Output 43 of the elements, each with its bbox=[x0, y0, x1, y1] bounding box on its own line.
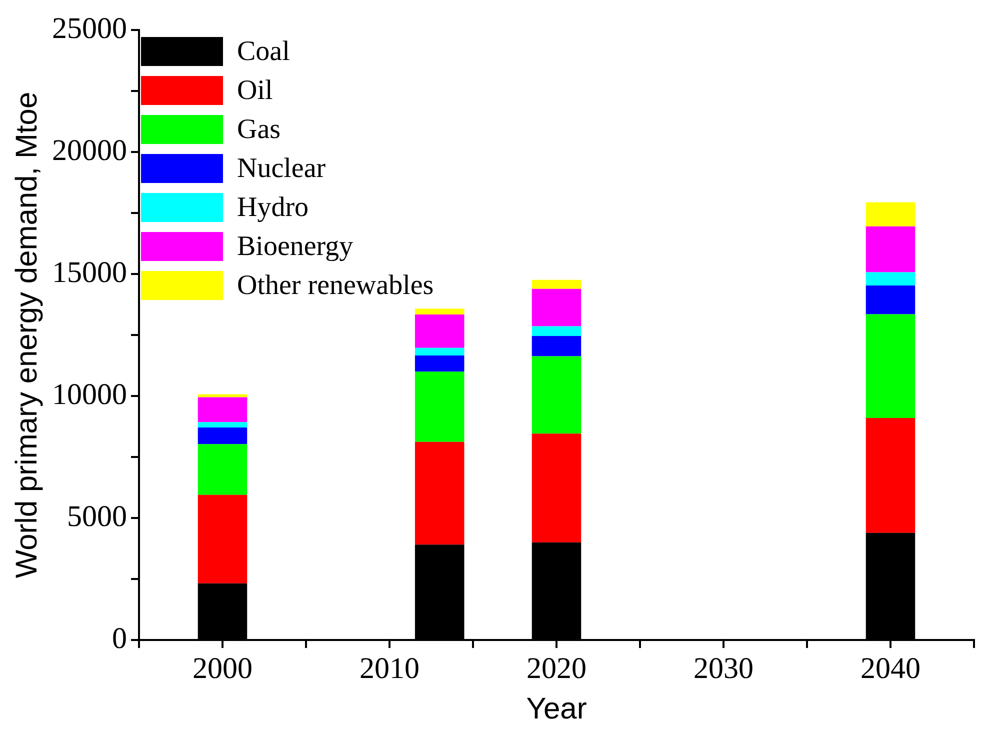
legend-label: Hydro bbox=[237, 192, 309, 224]
y-tick-label: 15000 bbox=[52, 256, 127, 289]
x-tick-label: 2000 bbox=[192, 652, 252, 685]
x-tick-label: 2040 bbox=[860, 652, 920, 685]
bar bbox=[532, 280, 582, 289]
bar bbox=[866, 285, 916, 314]
bar bbox=[414, 308, 464, 315]
bar bbox=[532, 288, 582, 326]
bar bbox=[532, 356, 582, 434]
bar bbox=[866, 314, 916, 418]
bar bbox=[414, 355, 464, 372]
bar bbox=[866, 272, 916, 286]
bar bbox=[414, 442, 464, 545]
y-tick-label: 25000 bbox=[52, 12, 127, 45]
x-tick-label: 2030 bbox=[694, 652, 754, 685]
legend-label: Gas bbox=[237, 114, 281, 146]
bar bbox=[414, 348, 464, 356]
y-tick-label: 10000 bbox=[52, 378, 127, 411]
legend-label: Bioenergy bbox=[237, 230, 354, 262]
y-tick-label: 5000 bbox=[67, 500, 127, 533]
bar bbox=[866, 418, 916, 533]
x-axis-title: Year bbox=[526, 692, 587, 726]
bar bbox=[198, 397, 248, 422]
legend-label: Oil bbox=[237, 74, 273, 106]
bar bbox=[198, 494, 248, 584]
legend-label: Coal bbox=[237, 36, 290, 68]
bar bbox=[198, 427, 248, 444]
bar bbox=[532, 336, 582, 356]
legend-label: Other renewables bbox=[237, 270, 434, 302]
bar bbox=[414, 314, 464, 348]
bar bbox=[866, 202, 916, 226]
bar bbox=[414, 372, 464, 442]
x-tick-label: 2020 bbox=[526, 652, 586, 685]
y-axis-title: World primary energy demand, Mtoe bbox=[10, 92, 44, 578]
legend-label: Nuclear bbox=[237, 152, 326, 184]
bar bbox=[198, 444, 248, 495]
bar bbox=[198, 422, 248, 428]
bar bbox=[532, 434, 582, 542]
y-tick-label: 20000 bbox=[52, 134, 127, 167]
bar bbox=[866, 226, 916, 272]
x-tick-label: 2010 bbox=[360, 652, 420, 685]
y-tick-label: 0 bbox=[112, 622, 127, 655]
bar bbox=[532, 326, 582, 336]
